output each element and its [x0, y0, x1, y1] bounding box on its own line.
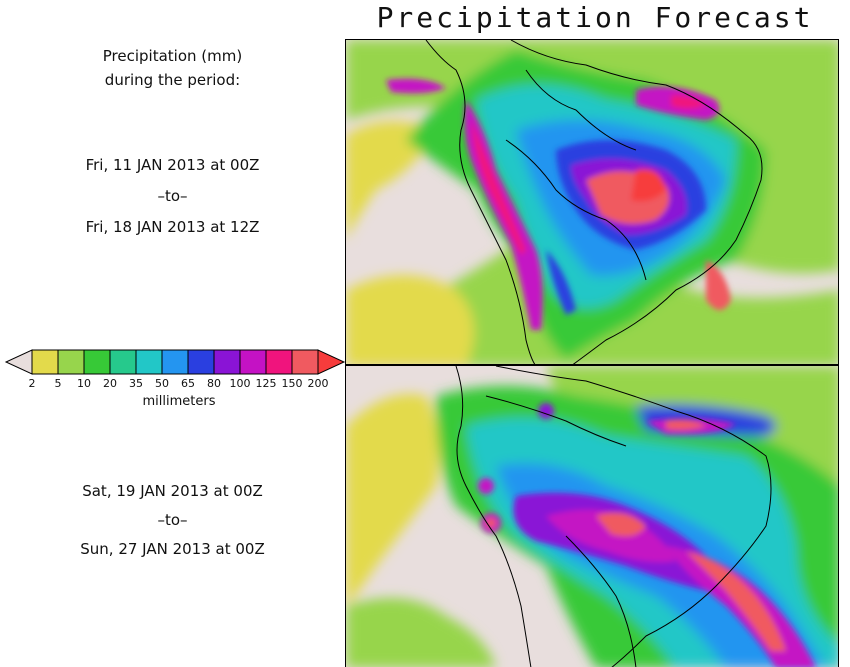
- color-legend: 2 5 10 20 35 50 65 80 100 125 150 200 millimeters: [4, 348, 346, 418]
- legend-swatch: [213, 349, 241, 375]
- legend-tick-label: 5: [54, 377, 62, 390]
- legend-tick-label: 80: [207, 377, 221, 390]
- legend-tick-label: 125: [255, 377, 277, 390]
- precip-field-1: [346, 40, 838, 364]
- forecast-map-period-2: [345, 365, 839, 667]
- period-1-from: Fri, 11 JAN 2013 at 00Z: [85, 156, 260, 174]
- page-title: Precipitation Forecast: [376, 1, 814, 34]
- coastlines: [455, 366, 772, 667]
- forecast-map-period-1: [345, 39, 839, 365]
- legend-tick-label: 2: [28, 377, 36, 390]
- period-2-from: Sat, 19 JAN 2013 at 00Z: [82, 482, 263, 500]
- legend-swatch: [109, 349, 137, 375]
- legend-swatch: [239, 349, 267, 375]
- legend-arrow-low: [4, 349, 33, 375]
- header-line-2: during the period:: [104, 71, 241, 89]
- legend-swatch: [31, 349, 59, 375]
- legend-tick-label: 20: [103, 377, 117, 390]
- period-2-to: Sun, 27 JAN 2013 at 00Z: [80, 540, 265, 558]
- legend-swatch: [187, 349, 215, 375]
- period-2-separator: –to–: [157, 511, 188, 529]
- header-line-1: Precipitation (mm): [102, 47, 243, 65]
- legend-swatch: [265, 349, 293, 375]
- period-1-label: Fri, 11 JAN 2013 at 00Z –to– Fri, 18 JAN…: [0, 150, 345, 243]
- legend-swatch: [291, 349, 319, 375]
- legend-ticks: 2 5 10 20 35 50 65 80 100 125 150 200: [4, 377, 344, 391]
- legend-tick-label: 10: [77, 377, 91, 390]
- legend-swatch: [161, 349, 189, 375]
- precip-field-2: [346, 366, 838, 667]
- legend-tick-label: 150: [281, 377, 303, 390]
- legend-swatch: [135, 349, 163, 375]
- period-1-separator: –to–: [157, 187, 188, 205]
- legend-colorbar: [4, 349, 346, 375]
- legend-unit: millimeters: [142, 394, 216, 409]
- legend-swatch: [83, 349, 111, 375]
- legend-tick-label: 35: [129, 377, 143, 390]
- period-2-label: Sat, 19 JAN 2013 at 00Z –to– Sun, 27 JAN…: [0, 477, 345, 564]
- legend-tick-label: 65: [181, 377, 195, 390]
- legend-tick-label: 100: [229, 377, 251, 390]
- legend-tick-label: 50: [155, 377, 169, 390]
- period-1-to: Fri, 18 JAN 2013 at 12Z: [85, 218, 260, 236]
- legend-arrow-high: [317, 349, 346, 375]
- coastlines: [425, 40, 763, 364]
- legend-swatch: [57, 349, 85, 375]
- legend-tick-label: 200: [307, 377, 329, 390]
- legend-header: Precipitation (mm) during the period:: [0, 44, 345, 92]
